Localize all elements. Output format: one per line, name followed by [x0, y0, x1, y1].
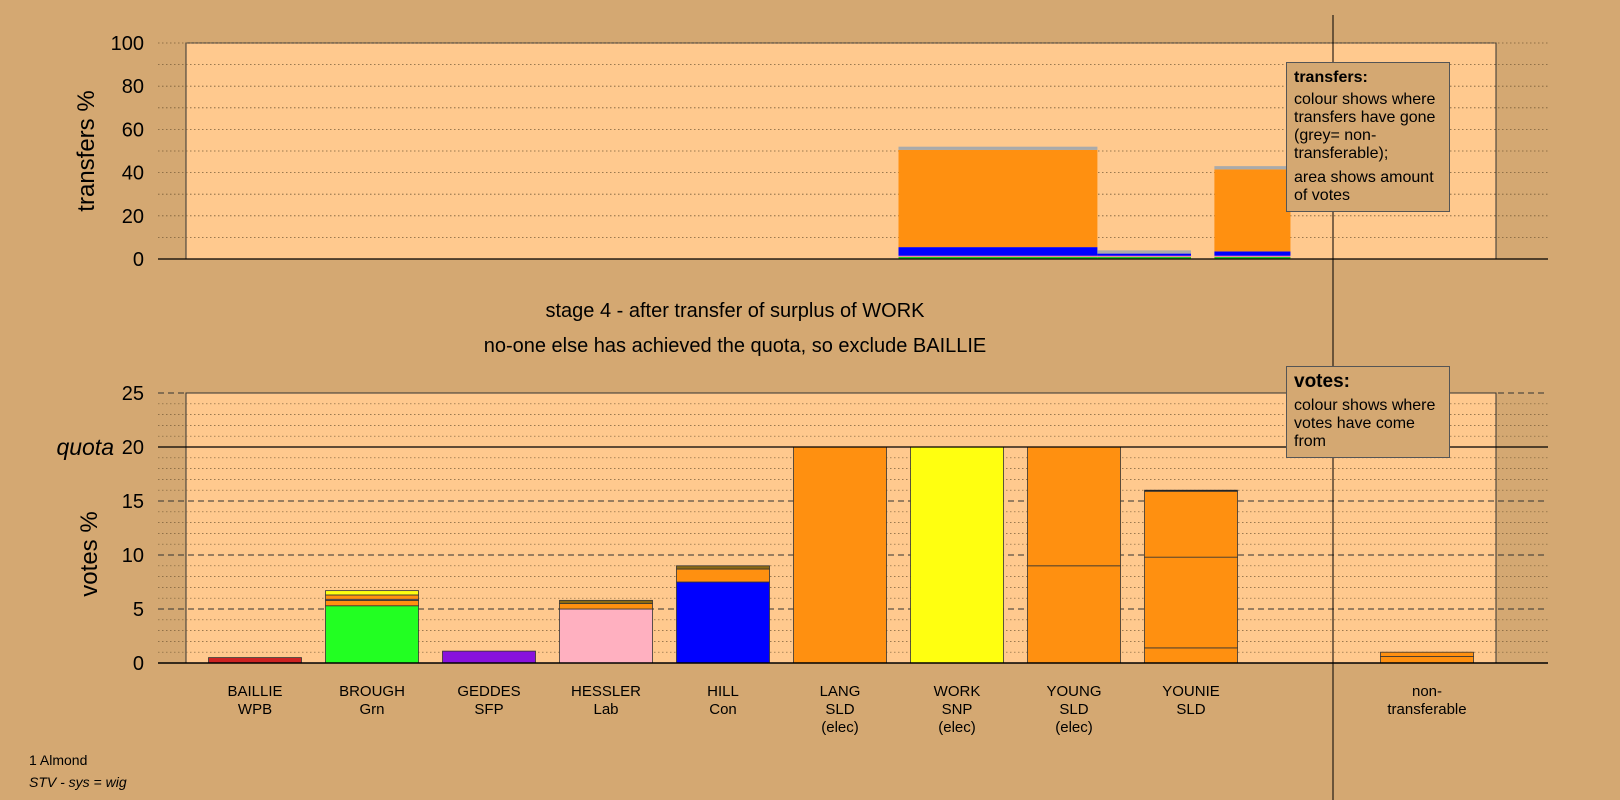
transfers-tick-label: 20	[122, 206, 144, 228]
transfers-tick-label: 80	[122, 76, 144, 98]
candidate-name: HESSLER	[571, 683, 641, 700]
candidate-status: (elec)	[938, 719, 976, 736]
transfers-legend-line-2: area shows amount of votes	[1294, 169, 1434, 204]
candidate-party: Con	[709, 701, 737, 718]
vote-segment	[442, 650, 536, 664]
candidate-party: SFP	[474, 701, 503, 718]
candidate-name: YOUNIE	[1162, 683, 1220, 700]
transfer-segment	[898, 256, 1098, 259]
candidate-party: Grn	[359, 701, 384, 718]
votes-axis-label: votes %	[76, 511, 103, 596]
candidate-status: (elec)	[821, 719, 859, 736]
transfer-segment	[1097, 253, 1191, 256]
candidate-party: WPB	[238, 701, 272, 718]
vote-segment	[676, 565, 770, 570]
vote-segment	[793, 446, 887, 664]
transfer-segment	[1097, 256, 1191, 259]
transfers-legend-title: transfers:	[1294, 69, 1368, 86]
transfer-segment	[898, 146, 1098, 150]
candidate-name: YOUNG	[1046, 683, 1101, 700]
vote-segment	[559, 603, 653, 610]
transfer-segment	[898, 149, 1098, 248]
quota-label: quota	[56, 434, 114, 460]
candidate-name: HILL	[707, 683, 739, 700]
transfers-legend: transfers: colour shows where transfers …	[1286, 62, 1450, 212]
ward-label: 1 Almond	[29, 752, 88, 768]
candidate-party: SLD	[1059, 701, 1088, 718]
candidate-name: GEDDES	[457, 683, 520, 700]
candidate-status: (elec)	[1055, 719, 1093, 736]
votes-tick-label: 25	[122, 383, 144, 405]
candidate-name: WORK	[934, 683, 981, 700]
votes-tick-label: 10	[122, 545, 144, 567]
votes-legend-line-1: colour shows where votes have come from	[1294, 397, 1436, 450]
candidate-name: BROUGH	[339, 683, 405, 700]
transfers-tick-label: 0	[133, 249, 144, 271]
transfer-segment	[1097, 250, 1191, 254]
exclusion-caption: no-one else has achieved the quota, so e…	[483, 335, 987, 357]
vote-segment	[325, 605, 419, 664]
vote-segment	[676, 568, 770, 583]
votes-legend-title: votes:	[1294, 371, 1350, 392]
vote-segment	[1027, 565, 1121, 664]
vote-segment	[325, 590, 419, 596]
candidate-party: SNP	[942, 701, 973, 718]
nontransferable-segment	[1380, 651, 1474, 657]
transfer-segment	[1097, 255, 1191, 257]
transfers-tick-label: 60	[122, 119, 144, 141]
vote-segment	[1027, 446, 1121, 567]
system-label: STV - sys = wig	[29, 774, 127, 790]
candidate-party: SLD	[825, 701, 854, 718]
vote-segment	[1144, 489, 1238, 492]
transfer-segment	[898, 247, 1098, 256]
vote-segment	[325, 599, 419, 607]
votes-tick-label: 5	[133, 599, 144, 621]
vote-segment	[325, 594, 419, 600]
vote-segment	[1144, 490, 1238, 558]
candidate-name: LANG	[820, 683, 861, 700]
vote-segment	[1144, 647, 1238, 664]
vote-segment	[559, 599, 653, 604]
nontransferable-label: transferable	[1387, 701, 1466, 718]
candidate-name: BAILLIE	[227, 683, 282, 700]
votes-tick-label: 20	[122, 437, 144, 459]
vote-segment	[559, 608, 653, 664]
candidate-party: Lab	[593, 701, 618, 718]
transfer-segment	[1214, 169, 1291, 252]
stage-caption: stage 4 - after transfer of surplus of W…	[545, 300, 925, 322]
nontransferable-segment	[1380, 656, 1474, 664]
vote-segment	[676, 581, 770, 664]
transfers-legend-line-1: colour shows where transfers have gone (…	[1294, 91, 1436, 162]
transfer-segment	[1214, 251, 1291, 256]
candidate-party: SLD	[1176, 701, 1205, 718]
transfers-axis-label: transfers %	[73, 90, 100, 211]
votes-tick-label: 0	[133, 653, 144, 675]
transfers-tick-label: 100	[111, 33, 144, 55]
votes-legend: votes: colour shows where votes have com…	[1286, 366, 1450, 458]
transfer-segment	[1214, 256, 1291, 259]
vote-segment	[910, 446, 1004, 664]
vote-segment	[1144, 556, 1238, 649]
transfers-tick-label: 40	[122, 163, 144, 185]
nontransferable-label: non-	[1412, 683, 1442, 700]
transfer-segment	[1214, 255, 1291, 257]
transfer-segment	[898, 255, 1098, 257]
votes-tick-label: 15	[122, 491, 144, 513]
vote-segment	[208, 657, 302, 664]
transfer-segment	[1214, 166, 1291, 170]
